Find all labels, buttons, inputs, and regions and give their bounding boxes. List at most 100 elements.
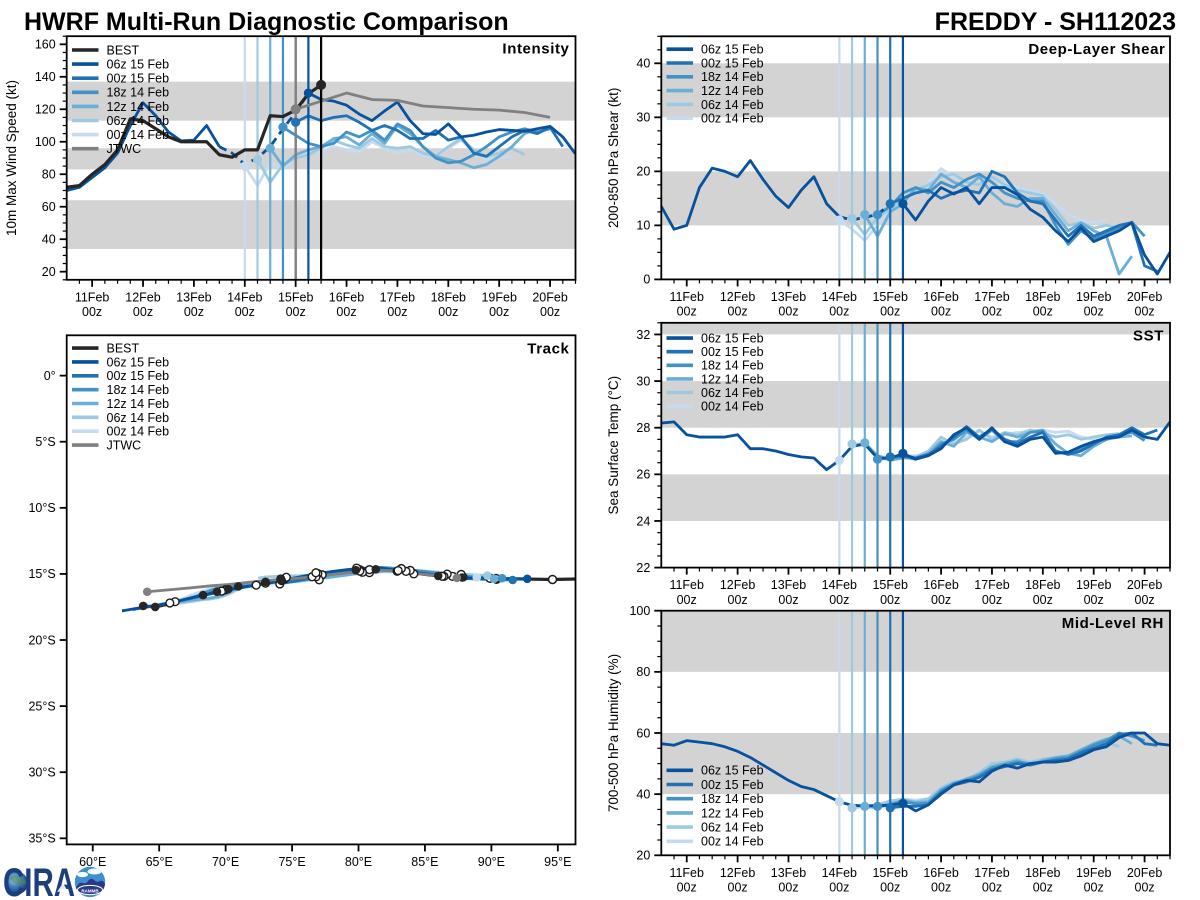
svg-text:20Feb: 20Feb — [1127, 578, 1162, 592]
svg-text:11Feb: 11Feb — [669, 578, 704, 592]
svg-text:100: 100 — [629, 604, 650, 618]
svg-text:11Feb: 11Feb — [669, 290, 704, 304]
svg-text:40: 40 — [42, 233, 56, 247]
svg-text:13Feb: 13Feb — [771, 290, 806, 304]
svg-text:00z: 00z — [438, 305, 458, 319]
svg-text:12z 14 Feb: 12z 14 Feb — [107, 397, 170, 411]
svg-text:17Feb: 17Feb — [380, 290, 415, 304]
svg-text:00z: 00z — [880, 593, 900, 607]
svg-text:00z: 00z — [677, 305, 697, 319]
svg-text:00z 15 Feb: 00z 15 Feb — [107, 72, 170, 86]
svg-text:BEST: BEST — [107, 342, 140, 356]
svg-text:00z: 00z — [880, 305, 900, 319]
svg-text:00z: 00z — [1084, 881, 1104, 895]
svg-text:06z 15 Feb: 06z 15 Feb — [107, 58, 170, 72]
svg-text:RAMMB: RAMMB — [81, 888, 99, 893]
svg-text:14Feb: 14Feb — [227, 290, 262, 304]
svg-text:00z: 00z — [82, 305, 102, 319]
svg-text:00z: 00z — [778, 305, 798, 319]
svg-text:00z 14 Feb: 00z 14 Feb — [701, 835, 764, 849]
svg-text:06z 15 Feb: 06z 15 Feb — [701, 764, 764, 778]
svg-text:00z: 00z — [235, 305, 255, 319]
svg-text:00z: 00z — [778, 593, 798, 607]
svg-text:30: 30 — [636, 111, 650, 125]
svg-text:25°S: 25°S — [28, 699, 55, 713]
svg-text:FREDDY - SH112023: FREDDY - SH112023 — [935, 8, 1176, 36]
svg-text:18z 14 Feb: 18z 14 Feb — [701, 359, 764, 373]
svg-text:Mid-Level RH: Mid-Level RH — [1062, 615, 1164, 632]
svg-text:00z 15 Feb: 00z 15 Feb — [701, 345, 764, 359]
svg-text:160: 160 — [35, 38, 56, 52]
svg-text:85°E: 85°E — [411, 855, 438, 869]
svg-text:18Feb: 18Feb — [431, 290, 466, 304]
svg-text:17Feb: 17Feb — [974, 290, 1009, 304]
svg-text:12z 14 Feb: 12z 14 Feb — [701, 372, 764, 386]
svg-text:18z 14 Feb: 18z 14 Feb — [107, 383, 170, 397]
svg-text:CIRA: CIRA — [3, 861, 75, 900]
svg-text:10m Max Wind Speed (kt): 10m Max Wind Speed (kt) — [4, 80, 19, 236]
svg-text:00z: 00z — [880, 881, 900, 895]
svg-text:30°S: 30°S — [28, 766, 55, 780]
svg-text:80°E: 80°E — [345, 855, 372, 869]
svg-text:14Feb: 14Feb — [822, 290, 857, 304]
svg-text:20Feb: 20Feb — [1127, 290, 1162, 304]
svg-text:32: 32 — [636, 328, 650, 342]
svg-text:75°E: 75°E — [278, 855, 305, 869]
svg-text:11Feb: 11Feb — [75, 290, 110, 304]
svg-text:20Feb: 20Feb — [532, 290, 567, 304]
svg-text:00z 14 Feb: 00z 14 Feb — [107, 425, 170, 439]
svg-text:700-500 hPa Humidity (%): 700-500 hPa Humidity (%) — [606, 654, 621, 812]
svg-text:Deep-Layer Shear: Deep-Layer Shear — [1028, 41, 1165, 58]
svg-text:Track: Track — [527, 340, 569, 357]
svg-text:90°E: 90°E — [478, 855, 505, 869]
svg-text:06z 15 Feb: 06z 15 Feb — [107, 355, 170, 369]
svg-text:26: 26 — [636, 468, 650, 482]
svg-text:17Feb: 17Feb — [974, 866, 1009, 880]
svg-text:06z 14 Feb: 06z 14 Feb — [701, 821, 764, 835]
svg-text:00z: 00z — [489, 305, 509, 319]
svg-text:14Feb: 14Feb — [822, 578, 857, 592]
svg-text:120: 120 — [35, 103, 56, 117]
svg-text:19Feb: 19Feb — [1076, 578, 1111, 592]
svg-text:00z: 00z — [982, 881, 1002, 895]
svg-text:Sea Surface Temp (°C): Sea Surface Temp (°C) — [606, 376, 621, 515]
svg-text:00z: 00z — [1135, 593, 1155, 607]
svg-text:00z 14 Feb: 00z 14 Feb — [701, 112, 764, 126]
svg-text:18z 14 Feb: 18z 14 Feb — [701, 70, 764, 84]
svg-text:60: 60 — [42, 200, 56, 214]
svg-text:HWRF Multi-Run Diagnostic Comp: HWRF Multi-Run Diagnostic Comparison — [24, 8, 509, 36]
svg-text:13Feb: 13Feb — [771, 866, 806, 880]
svg-text:95°E: 95°E — [544, 855, 571, 869]
svg-text:BEST: BEST — [107, 43, 140, 57]
svg-text:12Feb: 12Feb — [720, 866, 755, 880]
svg-text:28: 28 — [636, 421, 650, 435]
svg-text:0: 0 — [643, 273, 650, 287]
svg-text:00z: 00z — [829, 881, 849, 895]
svg-text:17Feb: 17Feb — [974, 578, 1009, 592]
svg-text:70°E: 70°E — [212, 855, 239, 869]
svg-text:00z 15 Feb: 00z 15 Feb — [701, 778, 764, 792]
svg-text:24: 24 — [636, 514, 650, 528]
svg-text:20: 20 — [42, 265, 56, 279]
svg-text:12z 14 Feb: 12z 14 Feb — [701, 806, 764, 820]
svg-text:20: 20 — [636, 165, 650, 179]
svg-text:13Feb: 13Feb — [176, 290, 211, 304]
svg-text:00z: 00z — [931, 593, 951, 607]
svg-text:12z 14 Feb: 12z 14 Feb — [701, 84, 764, 98]
svg-text:20°S: 20°S — [28, 633, 55, 647]
svg-text:00z: 00z — [133, 305, 153, 319]
svg-text:16Feb: 16Feb — [923, 578, 958, 592]
svg-text:00z 14 Feb: 00z 14 Feb — [107, 128, 170, 142]
svg-text:00z: 00z — [677, 593, 697, 607]
svg-text:00z: 00z — [778, 881, 798, 895]
svg-text:00z: 00z — [829, 305, 849, 319]
svg-text:00z: 00z — [728, 305, 748, 319]
svg-text:18Feb: 18Feb — [1025, 578, 1060, 592]
svg-text:00z 14 Feb: 00z 14 Feb — [701, 400, 764, 414]
svg-text:20Feb: 20Feb — [1127, 866, 1162, 880]
svg-text:06z 15 Feb: 06z 15 Feb — [701, 43, 764, 57]
svg-text:19Feb: 19Feb — [481, 290, 516, 304]
svg-text:06z 14 Feb: 06z 14 Feb — [107, 411, 170, 425]
svg-text:40: 40 — [636, 787, 650, 801]
svg-text:60: 60 — [636, 726, 650, 740]
